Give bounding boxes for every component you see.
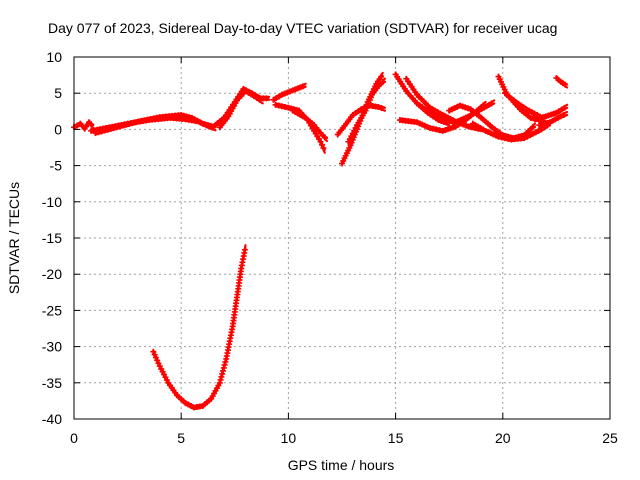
y-tick-label: -40 — [42, 411, 62, 427]
y-tick-label: -15 — [42, 230, 62, 246]
y-tick-label: 10 — [46, 49, 62, 65]
grid-layer — [74, 57, 610, 419]
y-tick-label: -30 — [42, 339, 62, 355]
y-tick-label: -5 — [50, 158, 63, 174]
series-layer — [71, 71, 569, 411]
y-tick-label: -25 — [42, 302, 62, 318]
x-tick-label: 25 — [602, 430, 618, 446]
y-tick-label: -20 — [42, 266, 62, 282]
chart-title: Day 077 of 2023, Sidereal Day-to-day VTE… — [48, 20, 557, 36]
y-tick-label: 5 — [54, 85, 62, 101]
y-tick-label: -10 — [42, 194, 62, 210]
x-axis-label: GPS time / hours — [288, 457, 395, 473]
x-tick-label: 20 — [495, 430, 511, 446]
x-tick-label: 5 — [177, 430, 185, 446]
x-tick-label: 0 — [70, 430, 78, 446]
tick-layer — [73, 56, 611, 420]
label-layer: 0 5 10 15 20 25 10 5 0 -5 -10 -15 -20 -25 -30 -35 -40 — [42, 49, 618, 446]
y-tick-label: 0 — [54, 121, 62, 137]
x-tick-label: 15 — [388, 430, 404, 446]
x-tick-label: 10 — [281, 430, 297, 446]
y-axis-label: SDTVAR / TECUs — [6, 182, 22, 294]
y-tick-label: -35 — [42, 375, 62, 391]
